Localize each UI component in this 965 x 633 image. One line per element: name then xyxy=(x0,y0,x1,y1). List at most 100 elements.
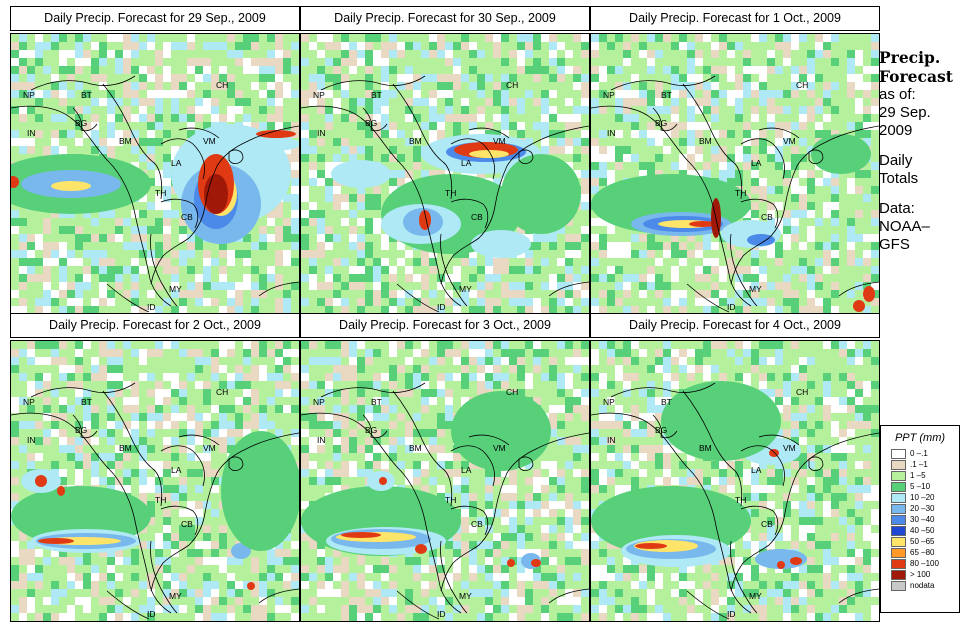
grid-cell xyxy=(655,242,663,250)
grid-cell xyxy=(67,50,75,58)
grid-cell xyxy=(623,298,631,306)
grid-cell xyxy=(259,381,267,389)
grid-cell xyxy=(381,250,389,258)
grid-cell xyxy=(211,290,219,298)
grid-cell xyxy=(59,218,67,226)
grid-cell xyxy=(373,114,381,122)
grid-cell xyxy=(525,250,533,258)
grid-cell xyxy=(67,389,75,397)
grid-cell xyxy=(51,557,59,565)
grid-cell xyxy=(195,517,203,525)
grid-cell xyxy=(783,170,791,178)
grid-cell xyxy=(27,122,35,130)
grid-cell xyxy=(195,509,203,517)
grid-cell xyxy=(139,218,147,226)
grid-cell xyxy=(51,437,59,445)
grid-cell xyxy=(59,234,67,242)
grid-cell xyxy=(163,381,171,389)
grid-cell xyxy=(663,250,671,258)
grid-cell xyxy=(767,170,775,178)
grid-cell xyxy=(291,202,299,210)
grid-cell xyxy=(501,106,509,114)
grid-cell xyxy=(131,413,139,421)
grid-cell xyxy=(863,258,871,266)
grid-cell xyxy=(123,242,131,250)
grid-cell xyxy=(179,373,187,381)
grid-cell xyxy=(525,98,533,106)
grid-cell xyxy=(267,357,275,365)
grid-cell xyxy=(139,234,147,242)
grid-cell xyxy=(51,365,59,373)
grid-cell xyxy=(591,226,599,234)
grid-cell xyxy=(711,74,719,82)
grid-cell xyxy=(445,282,453,290)
grid-cell xyxy=(573,82,581,90)
grid-cell xyxy=(27,549,35,557)
grid-cell xyxy=(751,50,759,58)
grid-cell xyxy=(333,98,341,106)
grid-cell xyxy=(485,50,493,58)
grid-cell xyxy=(647,298,655,306)
grid-cell xyxy=(397,66,405,74)
grid-cell xyxy=(863,50,871,58)
border-himalaya xyxy=(610,75,716,91)
grid-cell xyxy=(123,437,131,445)
grid-cell xyxy=(823,58,831,66)
grid-cell xyxy=(67,34,75,42)
grid-cell xyxy=(541,234,549,242)
grid-cell xyxy=(27,397,35,405)
grid-cell xyxy=(839,82,847,90)
grid-cell xyxy=(581,186,589,194)
grid-cell xyxy=(43,274,51,282)
grid-cell xyxy=(301,98,309,106)
grid-cell xyxy=(309,66,317,74)
grid-cell xyxy=(565,74,573,82)
grid-cell xyxy=(179,58,187,66)
grid-cell xyxy=(429,306,437,314)
grid-cell xyxy=(59,98,67,106)
grid-cell xyxy=(75,234,83,242)
grid-cell xyxy=(381,130,389,138)
grid-cell xyxy=(147,130,155,138)
grid-cell xyxy=(759,266,767,274)
grid-cell xyxy=(131,226,139,234)
grid-cell xyxy=(791,178,799,186)
grid-cell xyxy=(147,349,155,357)
grid-cell xyxy=(27,421,35,429)
grid-cell xyxy=(203,90,211,98)
grid-cell xyxy=(219,533,227,541)
grid-cell xyxy=(309,258,317,266)
grid-cell xyxy=(461,82,469,90)
grid-cell xyxy=(855,58,863,66)
grid-cell xyxy=(807,170,815,178)
grid-cell xyxy=(67,90,75,98)
grid-cell xyxy=(759,154,767,162)
grid-cell xyxy=(211,421,219,429)
grid-cell xyxy=(823,90,831,98)
grid-cell xyxy=(477,114,485,122)
grid-cell xyxy=(549,90,557,98)
grid-cell xyxy=(59,82,67,90)
grid-cell xyxy=(291,58,299,66)
grid-cell xyxy=(107,58,115,66)
grid-cell xyxy=(703,50,711,58)
label-th: TH xyxy=(735,188,746,198)
grid-cell xyxy=(453,130,461,138)
grid-cell xyxy=(429,58,437,66)
grid-cell xyxy=(759,194,767,202)
grid-cell xyxy=(291,533,299,541)
grid-cell xyxy=(155,122,163,130)
grid-cell xyxy=(533,122,541,130)
grid-cell xyxy=(807,242,815,250)
grid-cell xyxy=(639,82,647,90)
grid-cell xyxy=(397,138,405,146)
grid-cell xyxy=(43,122,51,130)
grid-cell xyxy=(301,154,309,162)
grid-cell xyxy=(211,66,219,74)
grid-cell xyxy=(275,541,283,549)
grid-cell xyxy=(815,266,823,274)
grid-cell xyxy=(493,130,501,138)
grid-cell xyxy=(333,34,341,42)
grid-cell xyxy=(195,373,203,381)
grid-cell xyxy=(131,34,139,42)
